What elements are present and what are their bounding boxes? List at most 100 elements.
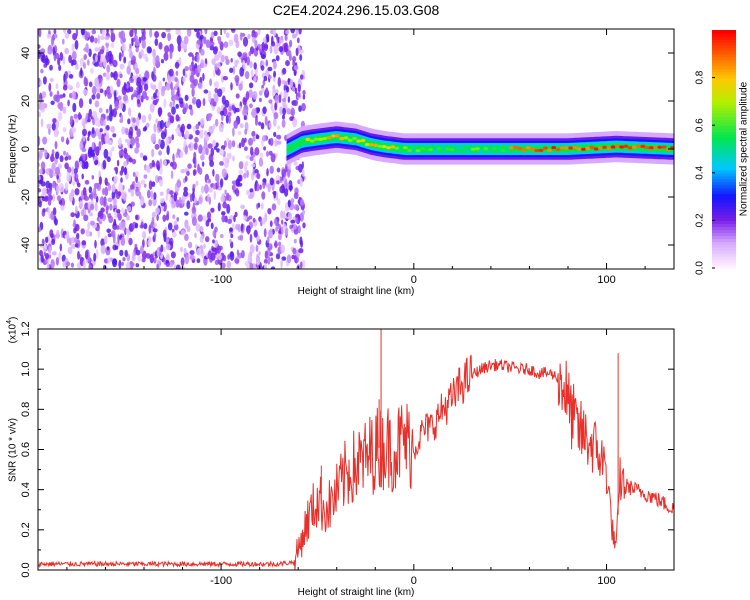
noise-cell <box>78 200 84 208</box>
signal-core-cell <box>305 137 311 141</box>
noise-cell <box>153 222 157 228</box>
noise-cell <box>249 60 253 69</box>
noise-cell <box>52 118 57 124</box>
signal-core-cell <box>352 136 357 141</box>
signal-core-cell <box>508 146 514 150</box>
noise-cell <box>118 150 123 156</box>
signal-core-cell <box>453 146 459 150</box>
noise-cell <box>299 177 303 188</box>
noise-cell <box>75 205 78 215</box>
noise-cell <box>245 160 249 167</box>
colorbar-segment <box>712 41 736 46</box>
noise-cell <box>275 253 281 260</box>
signal-core-cell <box>619 145 624 149</box>
noise-cell <box>245 91 250 101</box>
noise-cell <box>171 199 175 205</box>
noise-cell <box>100 244 106 255</box>
noise-cell <box>203 63 207 68</box>
noise-cell <box>142 53 148 60</box>
noise-cell <box>254 39 258 49</box>
noise-cell <box>91 94 96 100</box>
noise-cell <box>114 100 120 111</box>
noise-cell <box>107 197 113 203</box>
noise-cell <box>119 30 126 40</box>
noise-cell <box>38 111 41 118</box>
noise-cell <box>88 98 92 105</box>
noise-cell <box>62 56 66 65</box>
colorbar-segment <box>712 32 736 37</box>
noise-cell <box>128 237 133 246</box>
noise-cell <box>275 134 281 139</box>
colorbar-segment <box>712 151 736 156</box>
noise-cell <box>159 119 165 130</box>
noise-cell <box>148 113 152 121</box>
noise-cell <box>215 142 219 148</box>
noise-cell <box>167 112 172 118</box>
noise-cell <box>238 131 242 136</box>
noise-cell <box>165 214 170 221</box>
signal-core-cell <box>326 136 332 140</box>
colorbar-segment <box>712 149 736 153</box>
noise-cell <box>63 73 66 83</box>
noise-cell <box>225 32 230 38</box>
noise-cell <box>159 165 163 175</box>
colorbar-segment <box>712 128 736 132</box>
noise-cell <box>264 69 270 77</box>
noise-cell <box>274 94 280 105</box>
noise-cell <box>235 187 239 197</box>
colorbar-segment <box>712 83 736 88</box>
colorbar-segment <box>712 262 736 266</box>
noise-cell <box>210 147 215 157</box>
noise-cell <box>263 75 268 82</box>
noise-cell <box>222 156 228 162</box>
noise-cell <box>80 228 85 235</box>
noise-cell <box>266 150 269 157</box>
signal-core-cell <box>504 147 510 151</box>
noise-cell <box>189 108 194 116</box>
noise-cell <box>94 100 100 108</box>
noise-cell <box>198 167 203 175</box>
noise-cell <box>203 243 206 250</box>
noise-cell <box>95 54 98 62</box>
colorbar-segment <box>712 193 736 198</box>
noise-cell <box>43 251 46 257</box>
noise-cell <box>102 187 105 195</box>
noise-cell <box>212 168 215 177</box>
noise-cell <box>110 29 114 35</box>
colorbar-segment <box>712 178 736 183</box>
noise-cell <box>275 55 280 62</box>
noise-cell <box>105 42 109 47</box>
noise-cell <box>213 190 216 200</box>
noise-cell <box>94 47 99 52</box>
noise-cell <box>243 215 248 221</box>
noise-cell <box>74 168 77 176</box>
noise-cell <box>195 180 199 186</box>
colorbar-segment <box>712 50 736 55</box>
signal-core-cell <box>441 146 446 150</box>
noise-cell <box>299 236 303 246</box>
noise-cell <box>151 159 155 167</box>
noise-cell <box>228 105 232 112</box>
noise-cell <box>81 240 87 246</box>
noise-cell <box>44 58 50 66</box>
noise-cell <box>234 107 240 113</box>
noise-cell <box>260 202 264 210</box>
noise-cell <box>184 145 188 155</box>
noise-cell <box>265 59 269 67</box>
noise-cell <box>53 215 57 224</box>
noise-cell <box>126 232 129 242</box>
noise-cell <box>115 225 120 230</box>
noise-cell <box>242 59 246 70</box>
noise-cell <box>170 161 174 167</box>
noise-cell <box>276 167 281 173</box>
colorbar-segment <box>712 232 736 236</box>
noise-cell <box>90 191 94 201</box>
noise-cell <box>284 188 289 197</box>
noise-cell <box>176 148 180 156</box>
noise-cell <box>219 245 223 251</box>
noise-cell <box>263 43 269 52</box>
noise-cell <box>72 179 76 187</box>
noise-cell <box>118 137 122 147</box>
noise-cell <box>180 229 186 236</box>
noise-cell <box>295 47 299 57</box>
